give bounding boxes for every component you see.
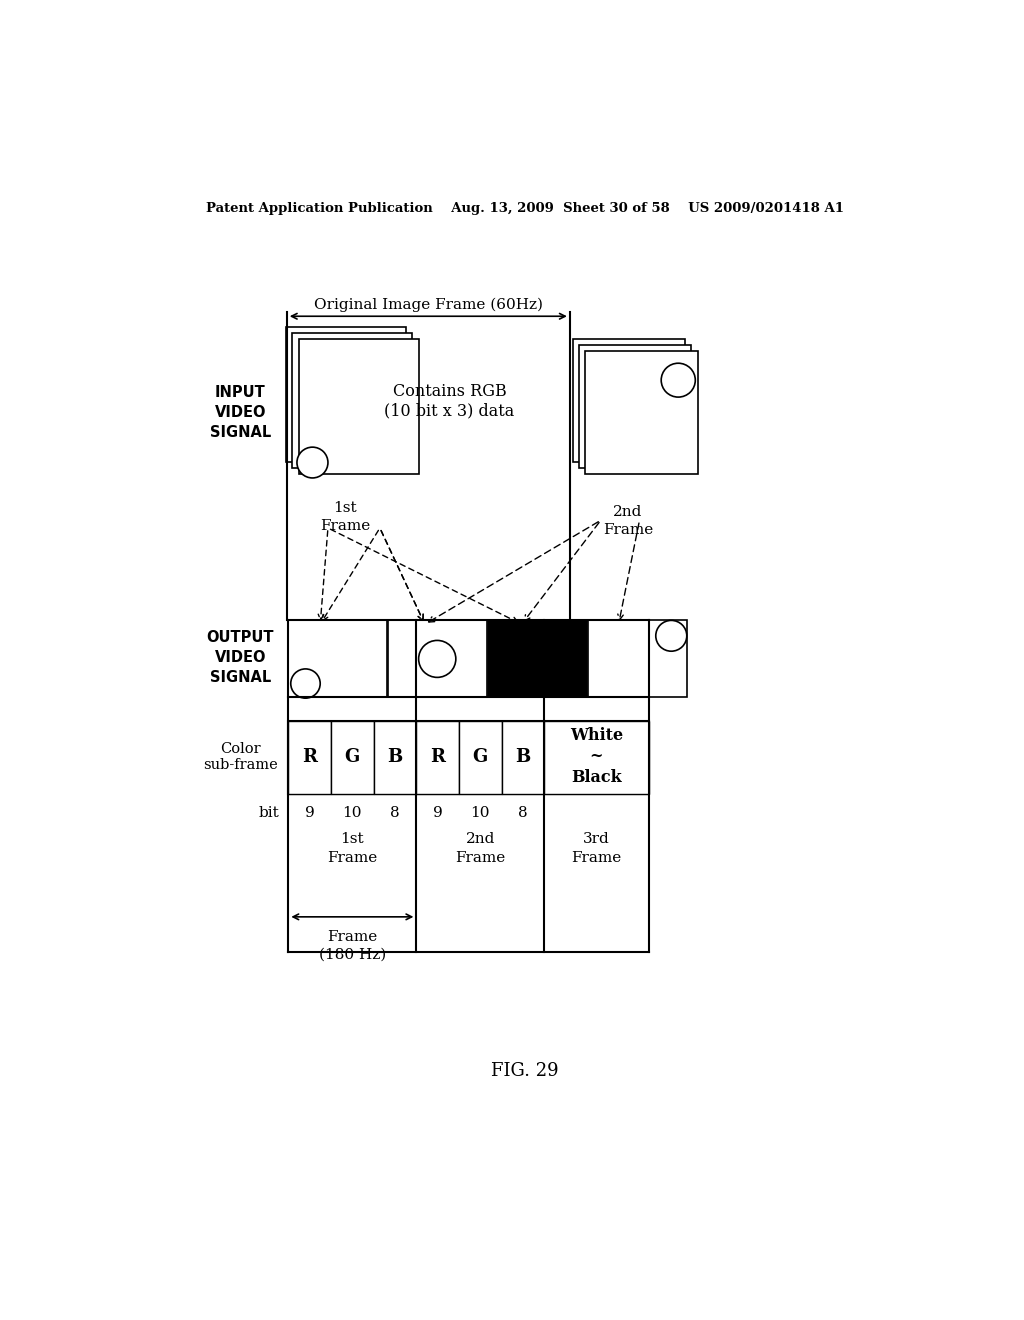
Text: Patent Application Publication    Aug. 13, 2009  Sheet 30 of 58    US 2009/02014: Patent Application Publication Aug. 13, … bbox=[206, 202, 844, 215]
Text: Frame
(180 Hz): Frame (180 Hz) bbox=[318, 929, 386, 961]
Text: 10: 10 bbox=[470, 807, 490, 820]
Circle shape bbox=[291, 669, 321, 698]
Text: R: R bbox=[430, 747, 445, 766]
Text: Color
sub-frame: Color sub-frame bbox=[203, 742, 278, 772]
Text: 1st
Frame: 1st Frame bbox=[328, 832, 378, 865]
Text: G: G bbox=[473, 747, 487, 766]
Circle shape bbox=[297, 447, 328, 478]
Text: 2nd
Frame: 2nd Frame bbox=[603, 506, 653, 537]
Bar bbox=[586, 351, 697, 474]
Bar bbox=[488, 620, 587, 697]
Bar bbox=[299, 339, 419, 474]
Text: 1st
Frame: 1st Frame bbox=[319, 502, 370, 533]
Bar bbox=[289, 721, 331, 793]
Bar bbox=[292, 333, 413, 469]
Text: INPUT
VIDEO
SIGNAL: INPUT VIDEO SIGNAL bbox=[210, 385, 271, 440]
Text: White
~
Black: White ~ Black bbox=[570, 727, 623, 787]
Text: OUTPUT
VIDEO
SIGNAL: OUTPUT VIDEO SIGNAL bbox=[207, 630, 274, 685]
Text: R: R bbox=[302, 747, 317, 766]
Text: B: B bbox=[387, 747, 402, 766]
Bar bbox=[572, 339, 685, 462]
Text: 8: 8 bbox=[518, 807, 527, 820]
Text: FIG. 29: FIG. 29 bbox=[490, 1061, 559, 1080]
Bar bbox=[459, 721, 502, 793]
Text: G: G bbox=[345, 747, 360, 766]
Text: 9: 9 bbox=[433, 807, 442, 820]
Bar bbox=[331, 721, 374, 793]
Text: 3rd
Frame: 3rd Frame bbox=[571, 832, 622, 865]
Bar bbox=[589, 620, 687, 697]
Text: 10: 10 bbox=[343, 807, 362, 820]
Bar bbox=[289, 620, 387, 697]
Text: Contains RGB
(10 bit x 3) data: Contains RGB (10 bit x 3) data bbox=[384, 383, 515, 420]
Text: B: B bbox=[515, 747, 530, 766]
Bar bbox=[388, 620, 486, 697]
Text: bit: bit bbox=[258, 807, 280, 820]
Text: Original Image Frame (60Hz): Original Image Frame (60Hz) bbox=[313, 297, 543, 312]
Text: 8: 8 bbox=[390, 807, 399, 820]
Bar bbox=[286, 327, 407, 462]
Circle shape bbox=[655, 620, 687, 651]
Bar bbox=[374, 721, 417, 793]
Bar bbox=[289, 721, 649, 793]
Circle shape bbox=[419, 640, 456, 677]
Bar bbox=[417, 721, 459, 793]
Bar bbox=[502, 721, 544, 793]
Bar bbox=[544, 721, 649, 793]
Circle shape bbox=[662, 363, 695, 397]
Text: 2nd
Frame: 2nd Frame bbox=[455, 832, 506, 865]
Bar bbox=[579, 345, 691, 469]
Text: 9: 9 bbox=[305, 807, 314, 820]
